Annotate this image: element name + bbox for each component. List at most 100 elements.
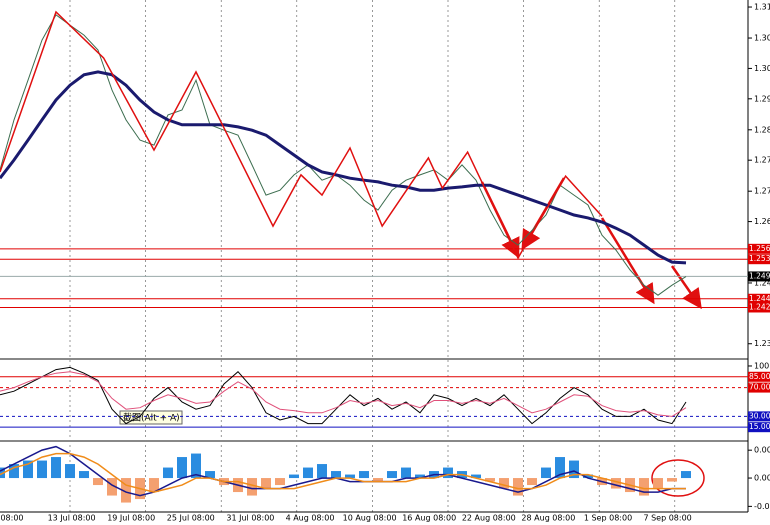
- series-line: [0, 14, 687, 296]
- y-tick-label: 1.30005: [754, 64, 770, 73]
- level-label: 30.0000: [749, 411, 770, 420]
- level-label: 1.25641: [749, 244, 770, 253]
- histogram-bar: [639, 478, 649, 496]
- level-label: 85.0000: [749, 372, 770, 381]
- series-line: [0, 452, 686, 493]
- histogram-bar: [527, 478, 537, 486]
- histogram-bar: [289, 474, 299, 479]
- histogram-bar: [415, 474, 425, 479]
- x-tick-label: 08:00: [0, 514, 23, 523]
- histogram-bar: [611, 478, 621, 489]
- level-tag: [748, 271, 770, 282]
- histogram-bar: [373, 478, 383, 482]
- y-tick-label: 1.27035: [754, 187, 770, 196]
- highlight-circle: [651, 459, 705, 497]
- y-tick-label: 1.23345: [754, 339, 770, 348]
- histogram-bar: [177, 457, 187, 479]
- x-tick-label: 13 Jul 08:00: [48, 514, 96, 523]
- histogram-bar: [37, 460, 47, 479]
- histogram-bar: [401, 467, 411, 479]
- level-tag: [748, 371, 770, 382]
- histogram-bar: [9, 464, 19, 479]
- y-tick-label: 0.00: [754, 474, 770, 483]
- histogram-bar: [359, 471, 369, 479]
- panel-separator: [0, 440, 748, 442]
- histogram-bar: [121, 478, 131, 503]
- y-tick-label: 100: [754, 361, 769, 370]
- y-tick-label: 1.29270: [754, 94, 770, 103]
- y-tick-label: 1.30740: [754, 34, 770, 43]
- series-line: [0, 371, 687, 417]
- histogram-bar: [149, 478, 159, 493]
- histogram-bar: [569, 460, 579, 479]
- level-tag: [748, 382, 770, 393]
- panel-separator: [0, 358, 748, 360]
- histogram-bar: [541, 467, 551, 479]
- histogram-bar: [163, 467, 173, 479]
- histogram-bar: [485, 478, 495, 482]
- histogram-bar: [275, 478, 285, 486]
- x-tick-label: 10 Aug 08:00: [343, 514, 397, 523]
- histogram-bar: [23, 460, 33, 479]
- level-label: 1.24222: [749, 302, 770, 311]
- histogram-bar: [681, 471, 691, 479]
- x-tick-label: 22 Aug 08:00: [462, 514, 516, 523]
- series-line: [0, 366, 687, 425]
- histogram-bar: [443, 467, 453, 479]
- histogram-bar: [261, 478, 271, 489]
- histogram-bar: [317, 464, 327, 479]
- y-tick-label: -0.008091: [754, 502, 770, 511]
- series-line: [0, 10, 603, 260]
- y-tick-label: 1.31490: [754, 3, 770, 12]
- y-tick-label: 1.28520: [754, 125, 770, 134]
- histogram-bar: [65, 464, 75, 479]
- y-tick-label: 1.26300: [754, 217, 770, 226]
- level-label: 70.0000: [749, 383, 770, 392]
- histogram-bar: [191, 453, 201, 479]
- tooltip: 截图(Alt + A): [123, 412, 180, 424]
- arrows: [480, 177, 702, 310]
- histogram-bar: [345, 474, 355, 479]
- x-tick-label: 1 Sep 08:00: [584, 514, 632, 523]
- histogram-bar: [247, 478, 257, 496]
- x-tick-label: 25 Jul 08:00: [167, 514, 215, 523]
- histogram-bar: [303, 467, 313, 479]
- histogram-bar: [205, 471, 215, 479]
- x-tick-label: 7 Sep 08:00: [643, 514, 691, 523]
- series-line: [0, 445, 686, 497]
- level-label: 15.0000: [749, 422, 770, 431]
- x-tick-label: 16 Aug 08:00: [402, 514, 456, 523]
- histogram-bar: [499, 478, 509, 489]
- x-tick-label: 19 Jul 08:00: [107, 514, 155, 523]
- x-tick-label: 28 Aug 08:00: [521, 514, 575, 523]
- histogram-bar: [471, 474, 481, 479]
- histogram-bar: [667, 478, 677, 482]
- histogram-bar: [331, 471, 341, 479]
- level-tag: [748, 293, 770, 304]
- histogram-bar: [51, 457, 61, 479]
- histogram-bar: [513, 478, 523, 496]
- level-tag: [748, 254, 770, 265]
- histogram-bar: [387, 471, 397, 479]
- x-tick-label: 4 Aug 08:00: [286, 514, 335, 523]
- x-tick-label: 31 Jul 08:00: [226, 514, 274, 523]
- y-tick-label: 0.0079618: [754, 446, 770, 455]
- level-tag: [748, 411, 770, 422]
- level-label: 1.24973: [749, 271, 770, 280]
- histogram-bar: [583, 474, 593, 479]
- histogram-bar: [555, 457, 565, 479]
- histogram-bar: [107, 478, 117, 496]
- level-label: 1.25390: [749, 254, 770, 263]
- histogram-bar: [653, 478, 663, 489]
- level-tag: [748, 422, 770, 433]
- histogram-bar: [93, 478, 103, 486]
- level-tag: [748, 302, 770, 313]
- y-tick-label: 1.24815: [754, 278, 770, 287]
- series-line: [0, 70, 687, 265]
- level-label: 1.24433: [749, 294, 770, 303]
- grid: [69, 0, 676, 512]
- histogram-bar: [79, 471, 89, 479]
- level-tag: [748, 243, 770, 254]
- y-tick-label: 1.27785: [754, 156, 770, 165]
